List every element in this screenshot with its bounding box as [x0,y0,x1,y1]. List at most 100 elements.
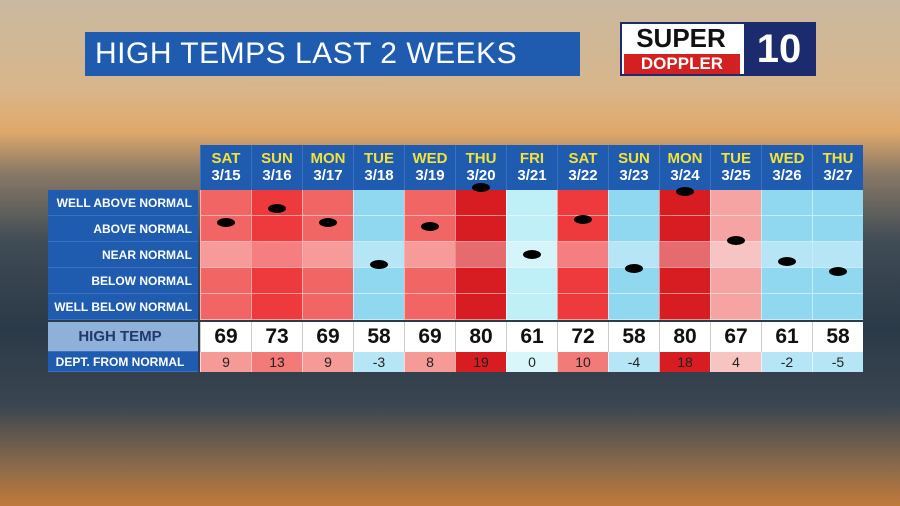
departure-dot [216,218,235,227]
row-label: WELL BELOW NORMAL [48,294,198,320]
grid-cell [455,268,506,294]
grid-cell [251,216,302,242]
grid-cell [404,242,455,268]
day-date: 3/25 [721,167,751,184]
high-temp: 58 [353,322,404,352]
row-label: NEAR NORMAL [48,242,198,268]
day-date: 3/15 [211,167,241,184]
grid-cell [761,294,812,320]
grid-cell [353,294,404,320]
day-header: FRI 3/21 [506,145,557,190]
day-header: SAT 3/15 [200,145,251,190]
grid-cell [353,216,404,242]
logo-doppler: DOPPLER [624,54,740,74]
day-header: MON 3/17 [302,145,353,190]
departure-dot [522,249,541,259]
grid-cell [506,216,557,242]
day-header: THU 3/20 [455,145,506,190]
departure: 9 [200,352,251,372]
grid-cell [404,190,455,216]
day-date: 3/23 [619,167,649,184]
day-date: 3/22 [568,167,598,184]
departure-dot [828,267,847,276]
departure-dot [420,221,439,231]
departure: 13 [251,352,302,372]
high-temp: 80 [659,322,710,352]
grid-cell [557,190,608,216]
day-header: TUE 3/25 [710,145,761,190]
high-temp: 72 [557,322,608,352]
departure-dot [471,183,490,192]
departure-dot [573,214,592,224]
grid-cell [455,190,506,216]
grid-cell [353,268,404,294]
high-temp: 73 [251,322,302,352]
grid-cell [200,294,251,320]
high-temp: 58 [608,322,659,352]
grid-cell [710,190,761,216]
grid-cell [251,294,302,320]
grid-cell [812,242,863,268]
day-header: MON 3/24 [659,145,710,190]
title-bar: HIGH TEMPS LAST 2 WEEKS [85,32,580,76]
high-temp: 69 [302,322,353,352]
departure: 0 [506,352,557,372]
dept-label: DEPT. FROM NORMAL [48,352,198,372]
high-label: HIGH TEMP [48,322,198,352]
grid-cell [302,294,353,320]
grid-cell [812,216,863,242]
day-date: 3/24 [670,167,700,184]
departure-dot [675,186,694,196]
grid-cell [557,242,608,268]
grid-cell [506,294,557,320]
departure: 9 [302,352,353,372]
day-name: THU [465,150,497,167]
departure: 19 [455,352,506,372]
grid-cell [710,268,761,294]
departure: 8 [404,352,455,372]
departure-dot [369,260,388,269]
day-date: 3/19 [415,167,445,184]
grid-cell [455,294,506,320]
day-name: TUE [364,150,394,167]
day-name: THU [822,150,854,167]
grid-cell [761,190,812,216]
day-header: WED 3/19 [404,145,455,190]
day-header: WED 3/26 [761,145,812,190]
departure: -4 [608,352,659,372]
day-header: SUN 3/16 [251,145,302,190]
day-date: 3/27 [823,167,853,184]
grid-cell [659,242,710,268]
departure: -2 [761,352,812,372]
grid-cell [710,242,761,268]
row-label: ABOVE NORMAL [48,216,198,242]
day-name: FRI [519,150,545,167]
grid-cell [302,268,353,294]
day-name: SUN [618,150,650,167]
grid-cell [251,268,302,294]
day-name: SAT [211,150,241,167]
day-name: TUE [721,150,751,167]
grid-cell [200,268,251,294]
grid-cell [557,294,608,320]
high-temp: 69 [404,322,455,352]
grid-cell [659,294,710,320]
logo-super: SUPER [636,23,726,53]
grid-cell [404,294,455,320]
high-temp: 80 [455,322,506,352]
day-date: 3/16 [262,167,292,184]
grid-cell [659,268,710,294]
grid-cell [812,294,863,320]
row-label: WELL ABOVE NORMAL [48,190,198,216]
grid-cell [302,242,353,268]
grid-cell [353,190,404,216]
departure-dot [267,204,286,213]
day-name: WED [769,150,805,167]
departure-dot [624,263,643,273]
departure: 4 [710,352,761,372]
logo: SUPER DOPPLER 10 [620,22,816,76]
grid-cell [608,294,659,320]
day-date: 3/18 [364,167,394,184]
high-temp: 58 [812,322,863,352]
